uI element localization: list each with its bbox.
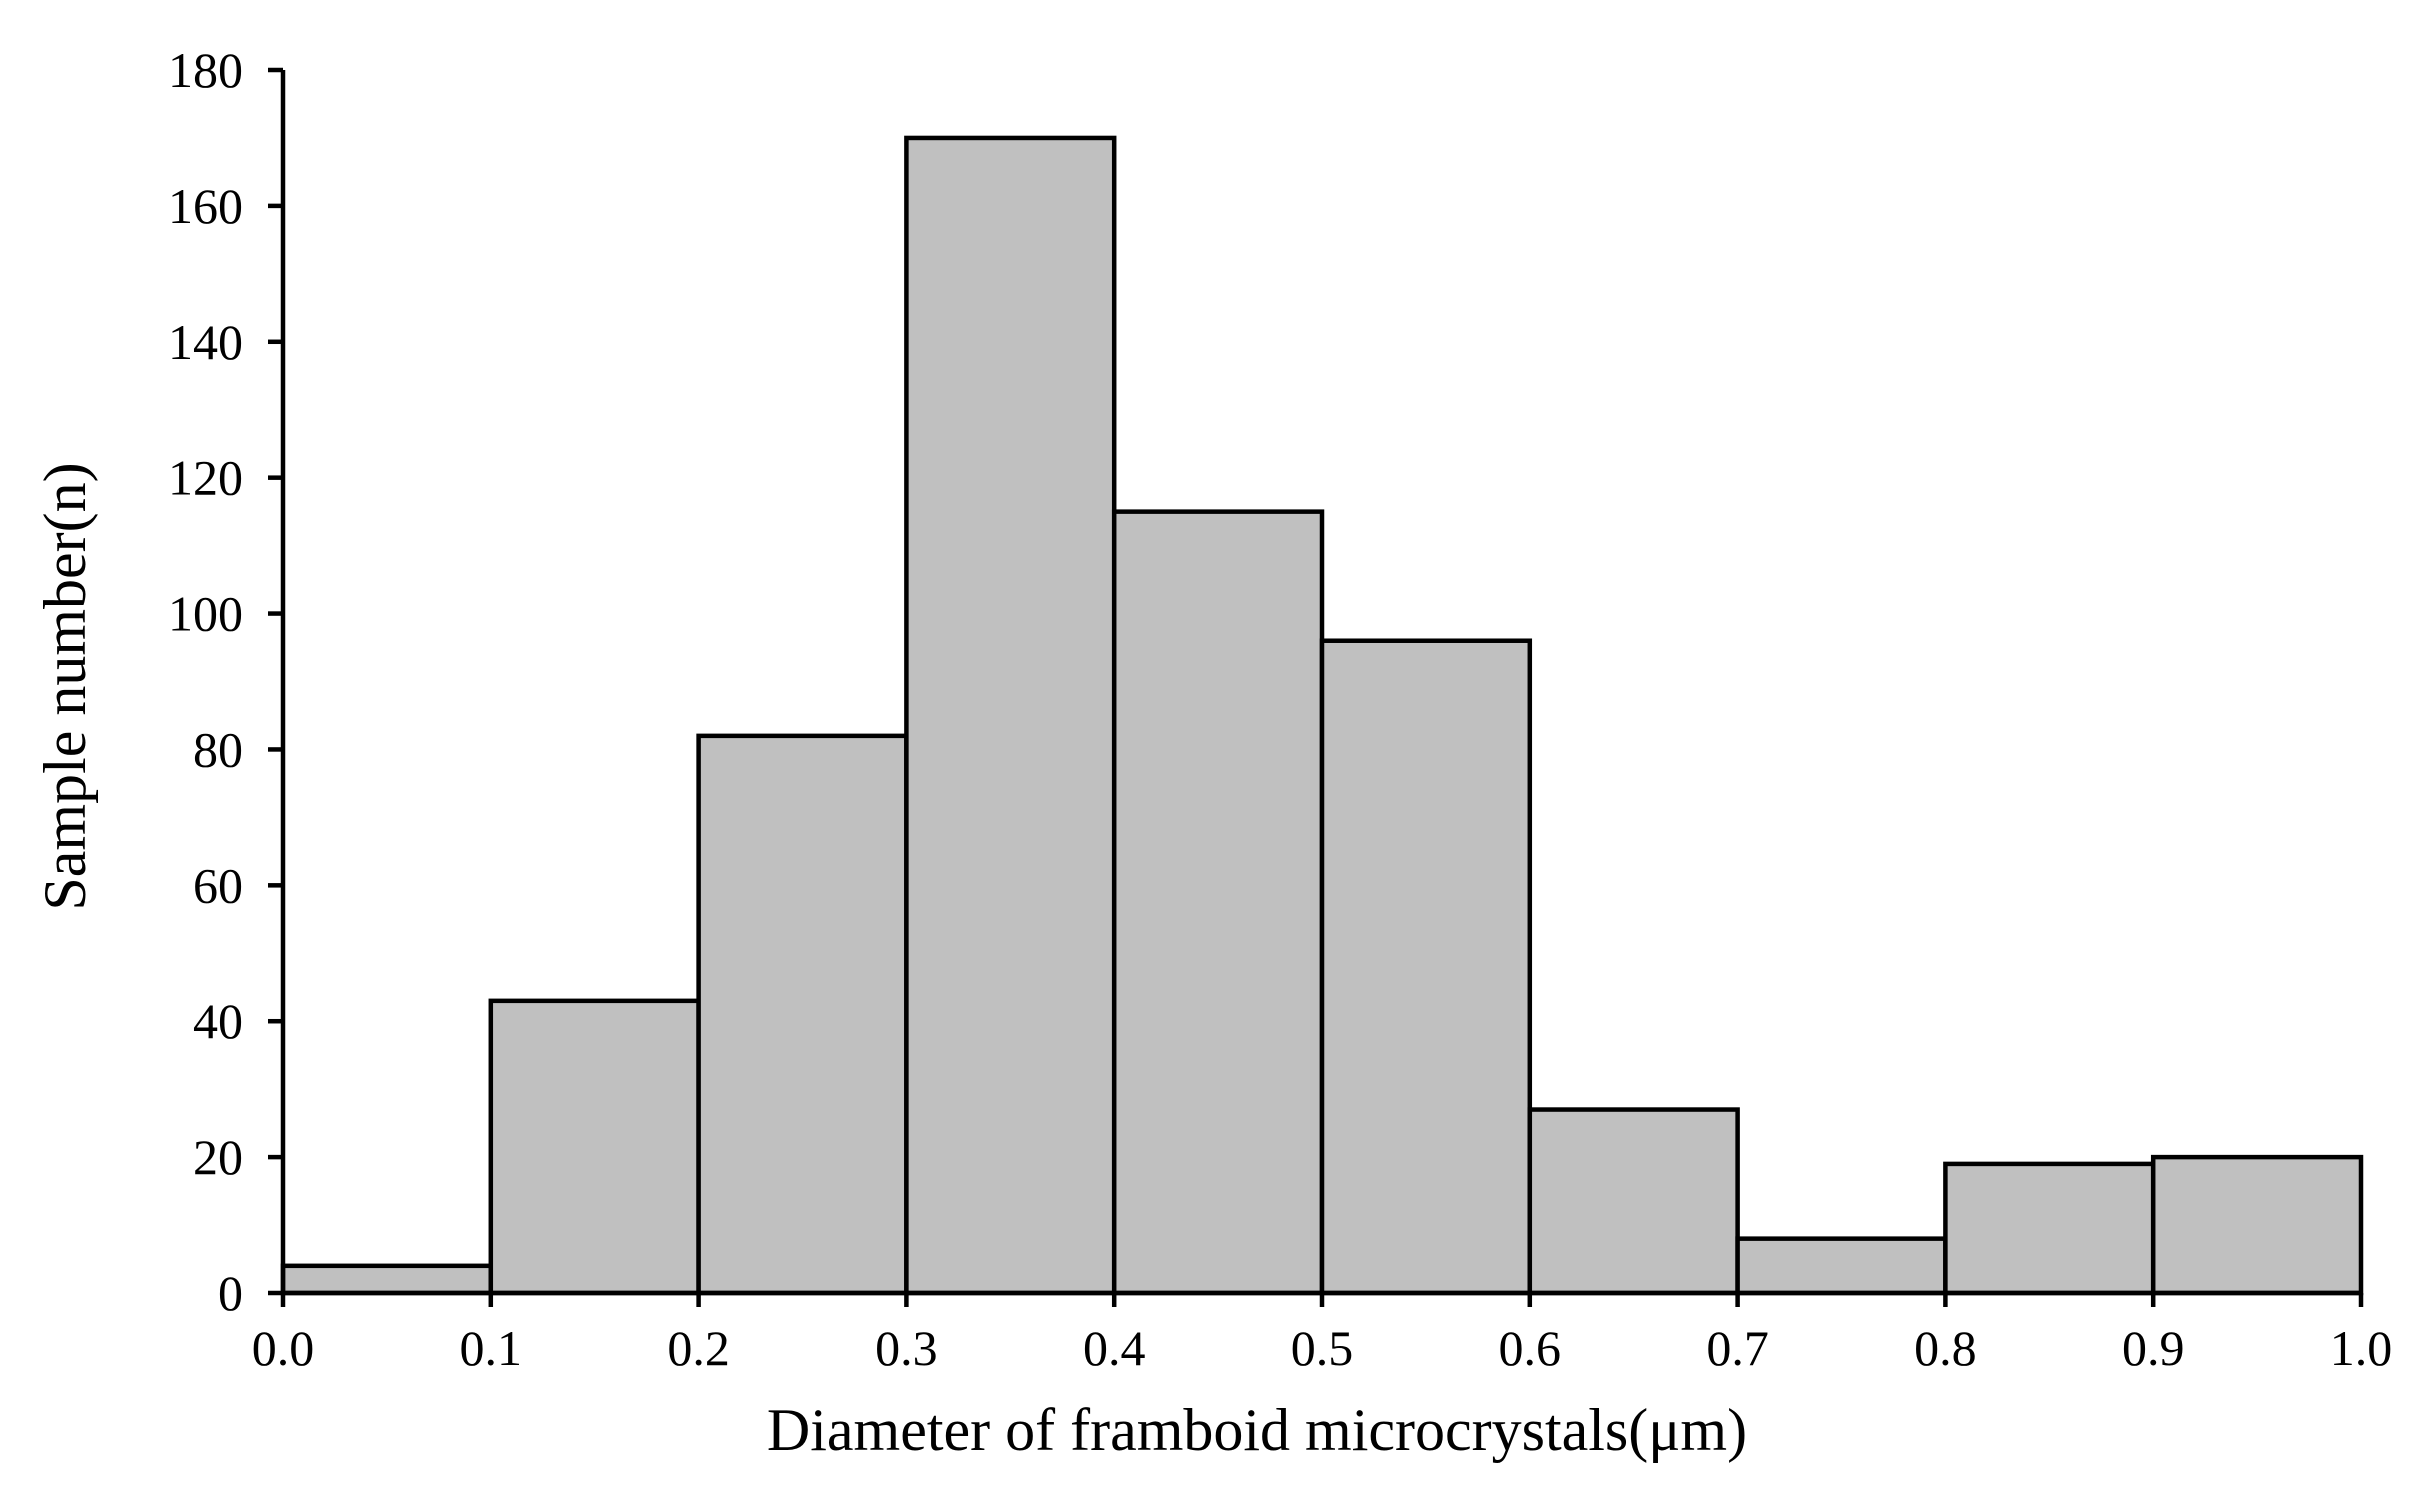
x-tick-label-7: 0.7 (1706, 1320, 1769, 1376)
x-tick-label-5: 0.5 (1291, 1320, 1354, 1376)
x-axis-title: Diameter of framboid microcrystals(μm) (767, 1397, 1747, 1463)
histogram-bar-9 (2150, 1154, 2364, 1296)
histogram-bar-6 (1527, 1107, 1740, 1296)
x-tick-label-0: 0.0 (252, 1320, 315, 1376)
histogram-bar-4 (1111, 509, 1325, 1296)
x-tick-label-1: 0.1 (460, 1320, 523, 1376)
histogram-bar-0 (280, 1263, 494, 1296)
histogram-bar-2 (696, 733, 909, 1296)
y-tick-label-9: 180 (168, 42, 243, 98)
histogram-bar-7 (1735, 1236, 1948, 1296)
x-tick-label-9: 0.9 (2122, 1320, 2185, 1376)
axes-layer (268, 67, 2364, 1307)
x-tick-label-3: 0.3 (875, 1320, 938, 1376)
y-axis-title: Sample number(n) (32, 462, 98, 910)
y-tick-label-3: 60 (193, 857, 243, 913)
histogram-bar-1 (488, 998, 701, 1296)
y-tick-label-2: 40 (193, 993, 243, 1049)
histogram-bar-3 (904, 135, 1117, 1296)
x-tick-label-8: 0.8 (1914, 1320, 1977, 1376)
histogram-bar-8 (1943, 1161, 2156, 1296)
x-tick-label-6: 0.6 (1499, 1320, 1562, 1376)
x-tick-label-10: 1.0 (2330, 1320, 2393, 1376)
y-tick-label-0: 0 (218, 1265, 243, 1321)
y-tick-label-1: 20 (193, 1129, 243, 1185)
x-tick-label-2: 0.2 (667, 1320, 730, 1376)
y-tick-label-8: 160 (168, 178, 243, 234)
y-tick-label-6: 120 (168, 450, 243, 506)
y-tick-label-5: 100 (168, 586, 243, 642)
y-tick-label-7: 140 (168, 314, 243, 370)
x-tick-label-4: 0.4 (1083, 1320, 1146, 1376)
y-tick-label-4: 80 (193, 721, 243, 777)
bars-layer (280, 135, 2364, 1296)
histogram-bar-5 (1319, 638, 1533, 1296)
tick-labels-layer: 0 20 40 60 80 100 120 140 160 180 0.0 0.1 0.2 0.3 0.4 0… (168, 42, 2392, 1376)
